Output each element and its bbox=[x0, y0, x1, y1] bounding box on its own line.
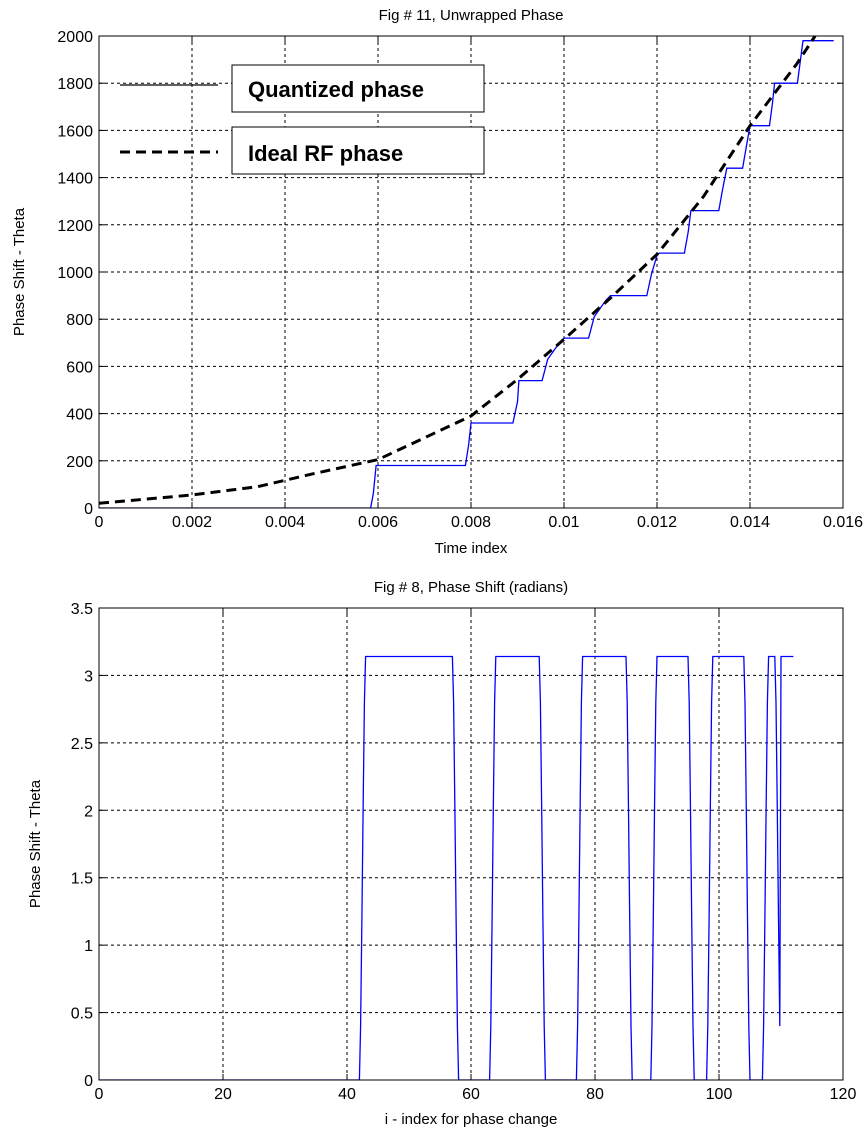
tick-labels: 0 0.002 0.004 0.006 0.008 0.01 0.012 0.014 0.016… bbox=[57, 29, 863, 531]
y-tick-label: 0 bbox=[84, 501, 93, 518]
x-tick-label: 0.002 bbox=[172, 514, 212, 531]
legend-box-quantized-phase bbox=[231, 64, 485, 113]
y-tick-label: 3 bbox=[84, 668, 93, 685]
series-ideal-rf-phase bbox=[99, 35, 817, 505]
x-tick-label: 0 bbox=[95, 1086, 104, 1103]
x-tick-label: 0.012 bbox=[637, 514, 677, 531]
x-tick-label: 0.014 bbox=[730, 514, 770, 531]
y-tick-label: 1000 bbox=[57, 265, 93, 282]
plot-area bbox=[99, 35, 834, 508]
series-line bbox=[99, 655, 794, 1080]
y-tick-label: 400 bbox=[66, 407, 93, 424]
chart-title: Fig # 11, Unwrapped Phase bbox=[379, 7, 564, 24]
y-axis-label: Phase Shift - Theta bbox=[11, 207, 28, 336]
y-tick-label: 1200 bbox=[57, 218, 93, 235]
y-tick-label: 1.5 bbox=[71, 871, 93, 888]
legend: Quantized phase Ideal RF phase bbox=[120, 64, 485, 175]
y-tick-label: 1 bbox=[84, 938, 93, 955]
y-axis-label: Phase Shift - Theta bbox=[27, 779, 44, 908]
x-tick-label: 100 bbox=[706, 1086, 733, 1103]
y-tick-label: 3.5 bbox=[71, 601, 93, 618]
series-quantized-phase bbox=[99, 40, 834, 508]
tick-labels: 0 20 40 60 80 100 120 0 0.5 1 1.5 2 2.5 3 3.5 bbox=[71, 601, 857, 1103]
y-tick-label: 1400 bbox=[57, 171, 93, 188]
x-tick-label: 120 bbox=[830, 1086, 857, 1103]
y-tick-label: 0.5 bbox=[71, 1006, 93, 1023]
x-tick-label: 0.008 bbox=[451, 514, 491, 531]
chart-title: Fig # 8, Phase Shift (radians) bbox=[374, 579, 568, 596]
plot-area bbox=[99, 655, 794, 1080]
y-tick-label: 1600 bbox=[57, 123, 93, 140]
legend-box-ideal-rf-phase bbox=[231, 126, 485, 175]
legend-label-quantized-phase: Quantized phase bbox=[248, 77, 424, 102]
y-tick-label: 800 bbox=[66, 312, 93, 329]
x-tick-label: 40 bbox=[338, 1086, 356, 1103]
x-axis-label: i - index for phase change bbox=[385, 1111, 558, 1128]
x-tick-label: 60 bbox=[462, 1086, 480, 1103]
unwrapped-phase-chart: Fig # 11, Unwrapped Phase Time index Pha… bbox=[11, 7, 863, 557]
y-tick-label: 1800 bbox=[57, 76, 93, 93]
grid bbox=[99, 608, 843, 1080]
x-tick-label: 0.006 bbox=[358, 514, 398, 531]
y-tick-label: 0 bbox=[84, 1073, 93, 1090]
legend-label-ideal-rf-phase: Ideal RF phase bbox=[248, 141, 403, 166]
x-tick-label: 0.004 bbox=[265, 514, 305, 531]
phase-shift-chart: Fig # 8, Phase Shift (radians) i - index… bbox=[27, 579, 856, 1128]
x-tick-label: 0.016 bbox=[823, 514, 863, 531]
y-tick-label: 2000 bbox=[57, 29, 93, 46]
x-tick-label: 0 bbox=[95, 514, 104, 531]
x-tick-label: 80 bbox=[586, 1086, 604, 1103]
y-tick-label: 200 bbox=[66, 454, 93, 471]
x-tick-label: 20 bbox=[214, 1086, 232, 1103]
y-tick-label: 2 bbox=[84, 803, 93, 820]
y-tick-label: 600 bbox=[66, 359, 93, 376]
y-tick-label: 2.5 bbox=[71, 736, 93, 753]
x-axis-label: Time index bbox=[435, 540, 508, 557]
x-tick-label: 0.01 bbox=[548, 514, 579, 531]
